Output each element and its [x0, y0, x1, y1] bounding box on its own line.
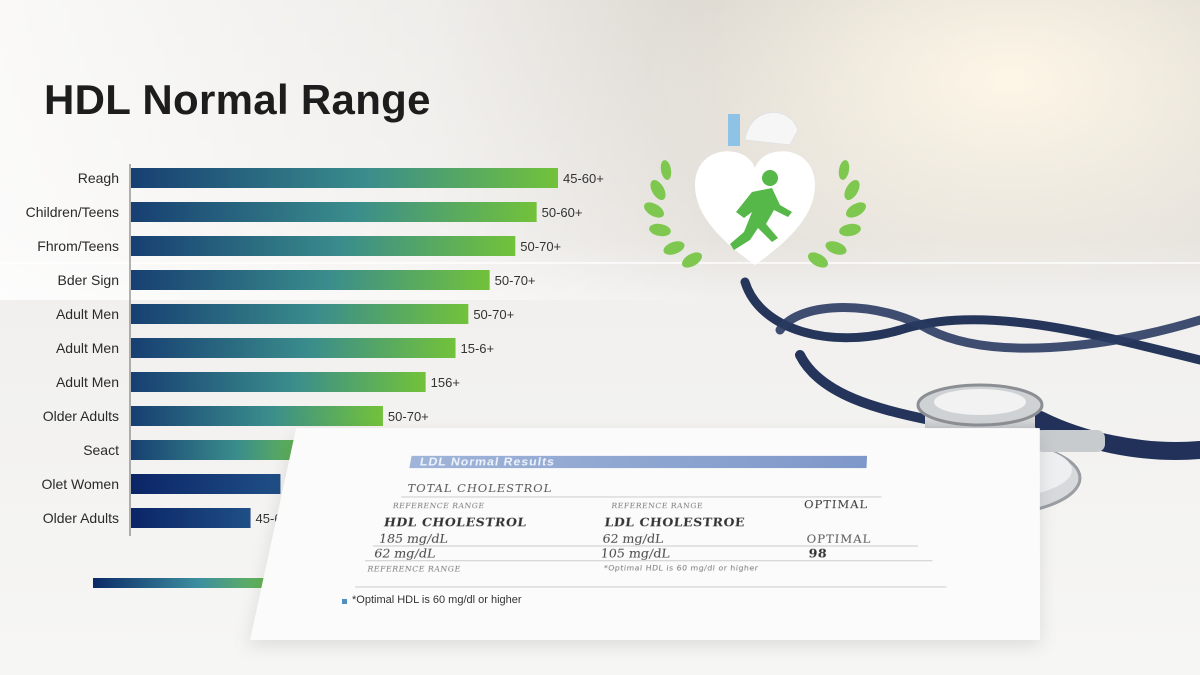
- report-rule: [365, 560, 932, 561]
- page-title: HDL Normal Range: [44, 76, 431, 124]
- value-label: 15-6+: [461, 341, 495, 356]
- category-label: Reagh: [78, 170, 119, 186]
- bar: [131, 474, 280, 494]
- bar: [131, 202, 537, 222]
- bar: [131, 338, 456, 358]
- report-ref-range: REFERENCE RANGE: [367, 565, 462, 573]
- footnote: *Optimal HDL is 60 mg/dl or higher: [352, 594, 522, 606]
- category-label: Adult Men: [56, 374, 119, 390]
- heart-runner-emblem-icon: [640, 100, 880, 290]
- report-rule: [373, 546, 919, 547]
- value-label: 50-70+: [520, 239, 561, 254]
- report-hdl-value: 62 mg/dL: [373, 547, 437, 561]
- report-hdl-label: HDL CHOLESTROL: [383, 516, 528, 530]
- category-label: Fhrom/Teens: [37, 238, 119, 254]
- bullet-icon: [342, 599, 347, 604]
- legend-gradient-bar: [93, 578, 286, 588]
- value-label: 156+: [431, 375, 460, 390]
- bar: [131, 304, 468, 324]
- lab-report-sheet: LDL Normal Results TOTAL CHOLESTROL REFE…: [250, 428, 1040, 640]
- value-label: 50-70+: [473, 307, 514, 322]
- value-label: 45-60+: [563, 171, 604, 186]
- bar: [131, 168, 558, 188]
- value-label: 50-70+: [495, 273, 536, 288]
- bar: [131, 270, 490, 290]
- value-label: 50-60+: [542, 205, 583, 220]
- bar: [131, 236, 515, 256]
- report-rule: [355, 586, 946, 587]
- report-optimal-label: OPTIMAL: [804, 498, 869, 511]
- category-label: Adult Men: [56, 306, 119, 322]
- report-optimal-value: 98: [808, 547, 827, 561]
- report-ldl-label: LDL CHOLESTROE: [604, 516, 746, 530]
- report-ref-range: REFERENCE RANGE: [611, 502, 704, 510]
- category-label: Adult Men: [56, 340, 119, 356]
- bar: [131, 508, 251, 528]
- report-ldl-value: 62 mg/dL: [602, 533, 665, 547]
- report-ldl-value: 105 mg/dL: [600, 547, 671, 561]
- report-rule: [401, 497, 881, 498]
- value-label: 50-70+: [388, 409, 429, 424]
- report-optimal-label: OPTIMAL: [806, 533, 871, 546]
- bar: [131, 406, 383, 426]
- report-total-label: TOTAL CHOLESTROL: [406, 482, 553, 494]
- report-hdl-value: 185 mg/dL: [378, 533, 449, 547]
- report-header: LDL Normal Results: [409, 456, 867, 468]
- category-label: Children/Teens: [26, 204, 119, 220]
- category-label: Older Adults: [43, 510, 119, 526]
- report-note: *Optimal HDL is 60 mg/dl or higher: [603, 564, 759, 572]
- bar: [131, 372, 426, 392]
- category-label: Seact: [83, 442, 119, 458]
- report-ref-range: REFERENCE RANGE: [392, 502, 485, 510]
- category-label: Olet Women: [41, 476, 119, 492]
- category-label: Bder Sign: [58, 272, 119, 288]
- category-label: Older Adults: [43, 408, 119, 424]
